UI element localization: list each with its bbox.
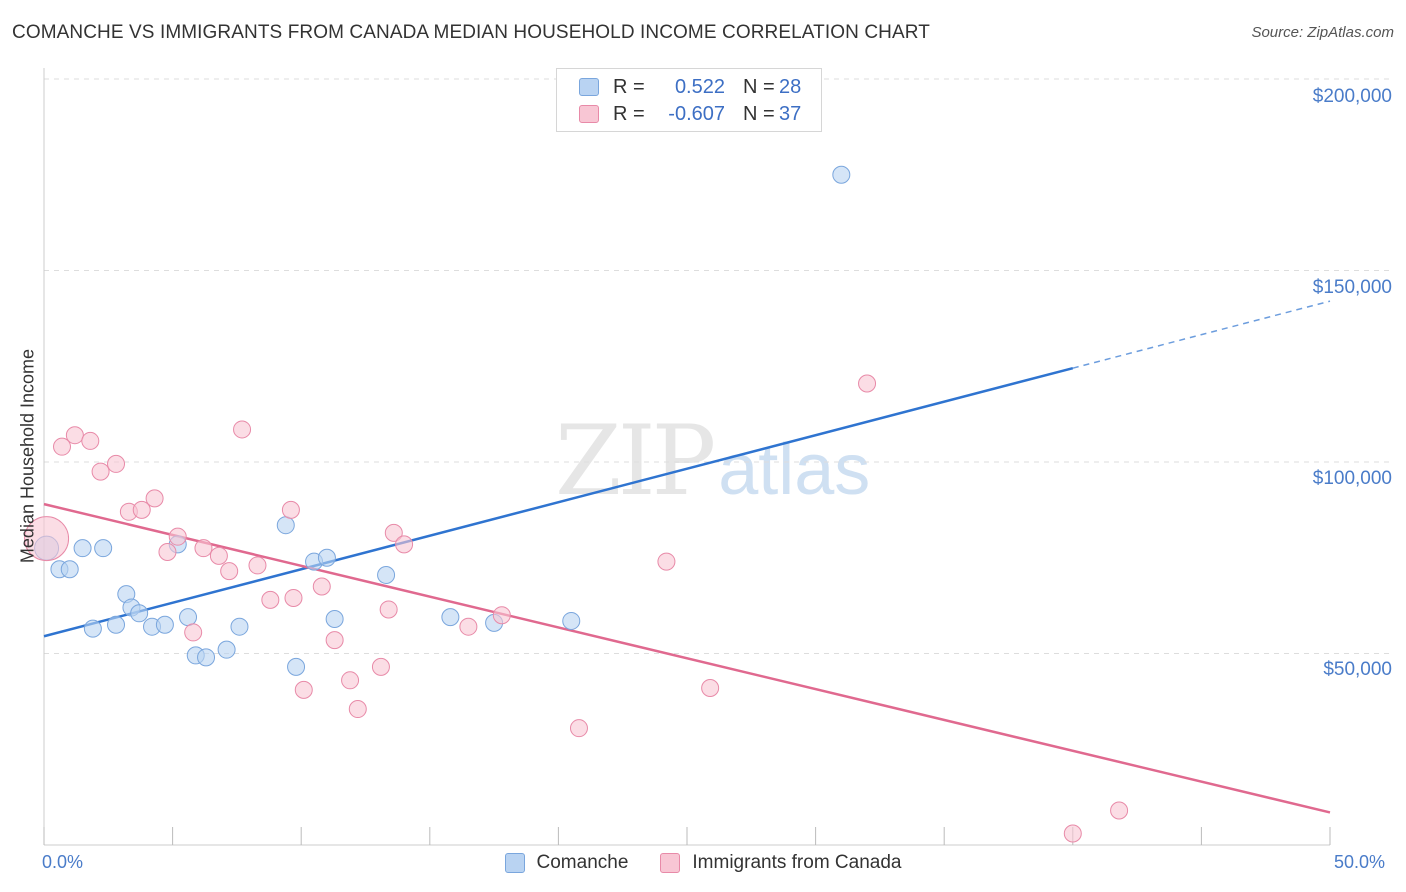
point-canada: [284, 588, 303, 607]
legend-r-value: -0.607: [668, 102, 725, 125]
point-comanche: [130, 604, 149, 623]
point-comanche: [562, 611, 581, 630]
point-canada: [459, 617, 478, 636]
legend-n-value: 37: [779, 102, 802, 125]
legend-n-label: N =: [743, 75, 775, 98]
point-canada: [53, 437, 72, 456]
point-canada: [395, 535, 414, 554]
point-canada: [158, 543, 177, 562]
legend-row-comanche: R = 0.522 N = 28: [579, 74, 801, 100]
grid-lines: [44, 78, 1394, 654]
point-comanche: [377, 565, 396, 584]
point-canada: [569, 719, 588, 738]
chart-title: COMANCHE VS IMMIGRANTS FROM CANADA MEDIA…: [12, 22, 930, 43]
point-canada: [248, 556, 267, 575]
point-canada: [220, 562, 239, 581]
point-comanche: [441, 608, 460, 627]
point-canada: [145, 489, 164, 508]
series-label-canada: Immigrants from Canada: [692, 852, 902, 873]
point-canada: [81, 431, 100, 450]
point-canada: [701, 678, 720, 697]
point-canada: [184, 623, 203, 642]
point-canada: [348, 700, 367, 719]
source-credit: Source: ZipAtlas.com: [1251, 24, 1394, 41]
point-canada: [312, 577, 331, 596]
point-canada: [384, 523, 403, 542]
point-comanche: [317, 548, 336, 567]
point-canada: [858, 374, 877, 393]
legend-r-value: 0.522: [674, 75, 725, 98]
point-canada: [107, 454, 126, 473]
series-legend-comanche: Comanche: [504, 852, 629, 874]
point-canada: [65, 426, 84, 445]
series-swatch-comanche: [504, 853, 525, 873]
point-canada: [168, 527, 187, 546]
point-canada: [209, 546, 228, 565]
zipatlas-watermark: ZIPatlas: [555, 405, 871, 517]
point-canada: [132, 500, 151, 519]
point-comanche: [179, 608, 198, 627]
trend-line-comanche-extension: [1072, 300, 1331, 369]
axes: [43, 68, 1331, 846]
point-comanche: [217, 640, 236, 659]
point-comanche: [73, 539, 92, 558]
series-legend: Comanche Immigrants from Canada: [0, 852, 1406, 874]
x-tick-label-min: 0.0%: [42, 852, 84, 872]
point-comanche: [94, 539, 113, 558]
point-canada: [294, 680, 313, 699]
point-comanche: [60, 560, 79, 579]
point-comanche: [230, 617, 249, 636]
data-points: [24, 165, 1129, 843]
series-label-comanche: Comanche: [536, 852, 629, 873]
point-comanche: [155, 615, 174, 634]
point-canada: [325, 631, 344, 650]
y-tick-label-100k: $100,000: [1312, 468, 1392, 489]
point-comanche: [832, 165, 851, 184]
point-comanche: [107, 615, 126, 634]
point-comanche: [287, 657, 306, 676]
trend-line-canada: [43, 502, 1331, 814]
point-canada: [341, 671, 360, 690]
legend-n-label: N =: [743, 102, 775, 125]
series-legend-canada: Immigrants from Canada: [660, 852, 901, 874]
x-tick-label-max: 50.0%: [1334, 852, 1386, 872]
y-tick-label-150k: $150,000: [1312, 277, 1392, 298]
legend-swatch-comanche: [579, 78, 599, 96]
point-canada: [91, 462, 110, 481]
series-swatch-canada: [660, 853, 681, 873]
y-tick-label-200k: $200,000: [1312, 86, 1392, 107]
legend-row-canada: R = -0.607 N = 37: [579, 101, 801, 127]
point-canada: [492, 606, 511, 625]
point-comanche: [276, 516, 295, 535]
point-canada: [371, 657, 390, 676]
y-tick-label-50k: $50,000: [1323, 659, 1392, 680]
point-canada: [24, 516, 70, 562]
point-comanche: [83, 619, 102, 638]
point-comanche: [325, 610, 344, 629]
point-canada: [1063, 824, 1082, 843]
correlation-legend: R = 0.522 N = 28 R = -0.607 N = 37: [556, 68, 822, 132]
point-canada: [1110, 801, 1129, 820]
point-comanche: [197, 648, 216, 667]
trend-line-comanche: [43, 366, 1074, 638]
point-canada: [379, 600, 398, 619]
point-canada: [281, 500, 300, 519]
y-axis-label: Median Household Income: [17, 348, 38, 564]
legend-r-label: R =: [613, 75, 645, 98]
legend-n-value: 28: [779, 75, 802, 98]
legend-r-label: R =: [613, 102, 645, 125]
trend-lines: [43, 300, 1331, 814]
legend-swatch-canada: [579, 105, 599, 123]
point-canada: [657, 552, 676, 571]
point-canada: [261, 590, 280, 609]
point-canada: [194, 539, 213, 558]
point-canada: [233, 420, 252, 439]
